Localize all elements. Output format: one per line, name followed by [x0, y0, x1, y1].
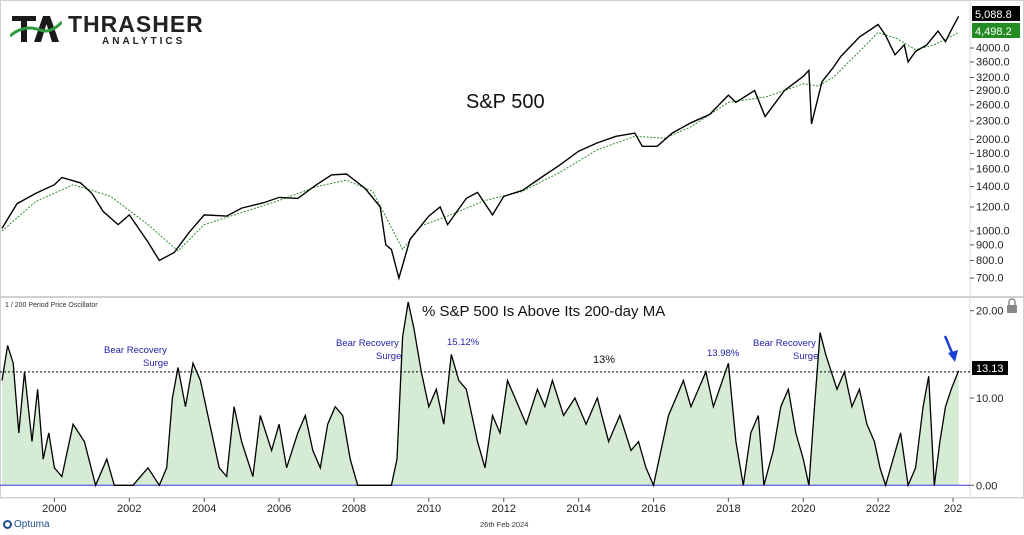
x-tick-label: 2002 — [117, 503, 141, 515]
top-y-tick-label: 2900.0 — [976, 85, 1010, 97]
top-y-tick-label: 800.0 — [976, 255, 1004, 267]
x-tick-label: 2022 — [866, 503, 890, 515]
x-tick-label: 2008 — [342, 503, 366, 515]
brand-logo: THRASHER ANALYTICS — [10, 8, 203, 48]
top-y-tick-label: 4000.0 — [976, 43, 1010, 55]
top-y-tick-label: 2600.0 — [976, 99, 1010, 111]
ma-value-label: 4,498.2 — [975, 26, 1012, 38]
top-y-tick-label: 1200.0 — [976, 201, 1010, 213]
x-tick-label: 2020 — [791, 503, 815, 515]
x-tick-label: 2000 — [42, 503, 66, 515]
x-tick-label: 2018 — [716, 503, 740, 515]
top-y-tick-label: 2300.0 — [976, 116, 1010, 128]
lock-icon — [1007, 298, 1017, 313]
x-tick-label: 2012 — [491, 503, 515, 515]
last-value-label: 13.13 — [976, 363, 1004, 375]
x-axis: 2000 2002 2004 2006 2008 2010 2012 2014 2016 2018… — [0, 497, 1024, 515]
top-y-tick-label: 3200.0 — [976, 72, 1010, 84]
ma-value-badge: 4,498.2 — [972, 23, 1020, 38]
annotation-5: Bear Recovery Surge — [753, 338, 818, 362]
bottom-y-tick-label: 20.00 — [976, 306, 1004, 318]
top-y-tick-label: 900.0 — [976, 239, 1004, 251]
optuma-icon — [3, 519, 12, 529]
annotation-5-line2: Surge — [793, 351, 818, 362]
top-y-tick-label: 1000.0 — [976, 226, 1010, 238]
annotation-3: 15.12% — [447, 337, 480, 348]
annotation-1-line1: Bear Recovery — [104, 345, 167, 356]
vendor-logo: Optuma — [3, 519, 50, 530]
last-value-badge: 13.13 — [972, 361, 1008, 375]
top-panel-title: S&P 500 — [466, 91, 545, 113]
price-series-line — [1, 15, 960, 281]
logo-mark-icon — [10, 16, 62, 42]
x-tick-label: 2004 — [192, 503, 216, 515]
oscillator-area-fill — [2, 302, 959, 486]
bottom-y-tick-label: 10.00 — [976, 393, 1004, 405]
annotation-2: Bear Recovery Surge — [336, 338, 401, 362]
ma-series-line — [1, 31, 959, 252]
top-y-tick-label: 1400.0 — [976, 181, 1010, 193]
x-tick-label: 2014 — [566, 503, 590, 515]
top-y-tick-label: 2000.0 — [976, 134, 1010, 146]
annotation-4: 13.98% — [707, 348, 740, 359]
annotation-2-line2: Surge — [376, 351, 401, 362]
top-y-tick-label: 1600.0 — [976, 163, 1010, 175]
last-price-label: 5,088.8 — [975, 9, 1012, 21]
bottom-y-axis: 20.00 10.00 0.00 — [970, 306, 1004, 492]
top-y-tick-label: 1800.0 — [976, 148, 1010, 160]
oscillator-series-line — [1, 301, 960, 488]
brand-name: THRASHER — [68, 11, 204, 37]
x-tick-label: 2006 — [267, 503, 291, 515]
annotation-1: Bear Recovery Surge — [104, 345, 168, 369]
bottom-panel-title: % S&P 500 Is Above Its 200-day MA — [422, 303, 665, 320]
bottom-y-tick-label: 0.00 — [976, 480, 997, 492]
annotation-5-line1: Bear Recovery — [753, 338, 816, 349]
vendor-name: Optuma — [14, 519, 50, 530]
brand-subtitle: ANALYTICS — [102, 36, 186, 47]
footer-date: 26th Feb 2024 — [480, 520, 529, 529]
arrow-icon — [943, 335, 958, 362]
annotation-1-line2: Surge — [143, 358, 168, 369]
x-tick-label: 2016 — [641, 503, 665, 515]
x-tick-label: 2010 — [417, 503, 441, 515]
x-tick-label: 202 — [944, 503, 962, 515]
threshold-label: 13% — [593, 354, 615, 366]
indicator-label: 1 / 200 Period Price Oscillator — [5, 302, 98, 309]
top-y-tick-label: 3600.0 — [976, 56, 1010, 68]
last-price-badge: 5,088.8 — [972, 6, 1020, 21]
top-y-tick-label: 700.0 — [976, 273, 1004, 285]
annotation-2-line1: Bear Recovery — [336, 338, 399, 349]
